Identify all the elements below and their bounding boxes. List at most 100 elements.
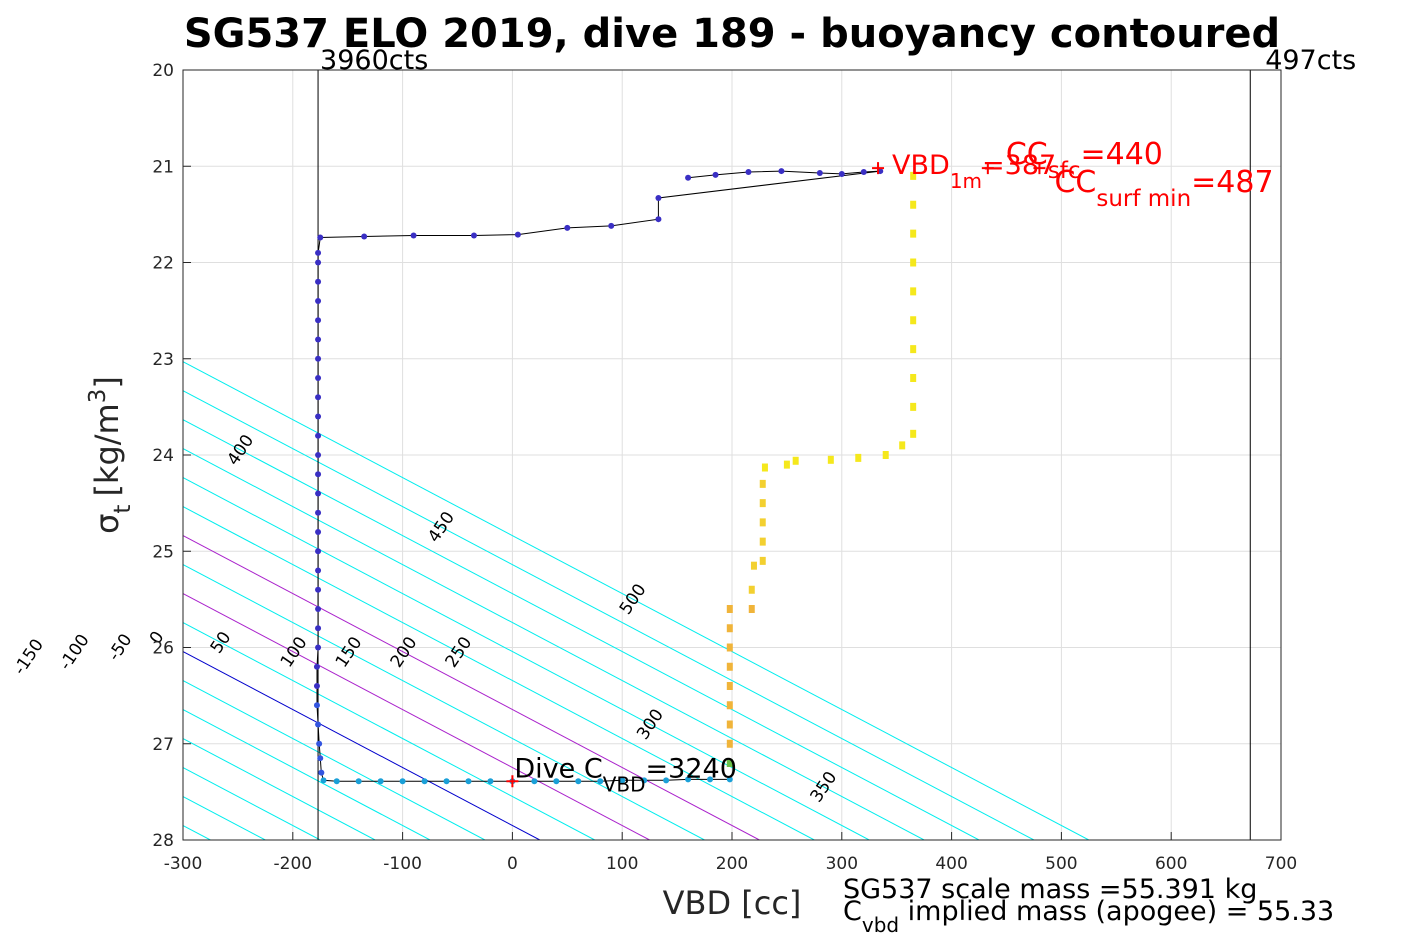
climb-point: [750, 561, 757, 570]
contour-line: [183, 448, 925, 840]
climb-point: [726, 720, 733, 729]
dive-point: [315, 548, 322, 555]
climb-point: [759, 537, 766, 546]
dive-point: [470, 232, 477, 239]
y-axis-unit-close: ]: [88, 376, 126, 388]
dive-point: [778, 168, 785, 175]
dive-point: [315, 336, 322, 343]
climb-point: [726, 739, 733, 748]
dive-point: [315, 471, 322, 478]
y-axis-label: σt [kg/m3]: [85, 376, 136, 534]
dive-point: [315, 375, 322, 381]
y-tick-label: 26: [152, 639, 174, 659]
climb-point: [726, 701, 733, 710]
x-tick-label: 600: [1155, 854, 1187, 874]
climb-point: [792, 456, 799, 465]
dive-point: [316, 740, 323, 747]
dive-point: [707, 776, 714, 783]
marker-cross: [506, 775, 519, 788]
dive-point: [514, 231, 521, 238]
marker-label: CCsfc=440: [1006, 137, 1163, 184]
dive-point: [315, 490, 322, 497]
dive-point: [315, 586, 322, 593]
dive-point: [315, 606, 322, 612]
dive-point: [315, 249, 322, 256]
dive-point: [597, 778, 604, 785]
dive-point: [443, 778, 450, 785]
climb-point: [783, 460, 790, 469]
dive-point: [315, 625, 322, 632]
svg-text:σt[kg/m3]: σt [kg/m3]: [85, 376, 136, 534]
climb-point: [748, 585, 755, 594]
dive-point: [487, 778, 494, 785]
climb-point: [910, 229, 917, 238]
dive-point: [318, 769, 325, 776]
contour-line: [183, 361, 1090, 840]
implied-mass-prefix: C: [843, 896, 862, 927]
dive-point: [860, 169, 867, 176]
climb-point: [759, 479, 766, 488]
dive-point: [315, 317, 322, 324]
dive-point: [361, 233, 368, 240]
dive-point: [663, 777, 670, 784]
dive-point: [410, 232, 417, 239]
x-tick-label: 700: [1265, 854, 1297, 874]
y-axis-unit-superscript: 3: [85, 389, 111, 404]
climb-point: [910, 171, 917, 180]
marker-label-value: =387: [982, 150, 1056, 181]
climb-point: [910, 345, 917, 354]
contour-line: [183, 506, 815, 840]
dive-point: [619, 777, 626, 784]
climb-point: [910, 429, 917, 438]
dive-point: [315, 432, 322, 439]
y-tick-label: 25: [152, 542, 174, 562]
dive-point: [333, 778, 340, 785]
dive-point: [315, 644, 322, 651]
climb-point: [910, 287, 917, 296]
climb-point: [761, 463, 768, 472]
dive-point: [320, 777, 327, 784]
climb-point: [726, 662, 733, 671]
dive-point: [313, 663, 320, 670]
y-tick-label: 28: [152, 831, 174, 851]
y-axis-symbol: σ: [88, 514, 126, 534]
marker-label: VBD1m=387: [892, 150, 1056, 193]
climb-point: [726, 759, 733, 767]
marker-label-value: =3240: [646, 753, 737, 784]
marker-label: Dive CVBD=3240: [514, 753, 736, 796]
dive-point: [317, 755, 324, 762]
x-tick-label: 100: [606, 854, 638, 874]
climb-point: [827, 455, 834, 464]
dive-point: [315, 259, 322, 266]
dive-point: [531, 778, 538, 785]
dive-point: [465, 778, 472, 785]
marker-label-value: =440: [1080, 137, 1162, 172]
dive-point: [575, 778, 582, 785]
dive-point: [377, 778, 384, 785]
dive-point: [399, 778, 406, 785]
dive-point: [641, 777, 648, 784]
y-axis-unit: [kg/m: [88, 403, 126, 496]
climb-point: [910, 374, 917, 382]
x-tick-label: 200: [716, 854, 748, 874]
marker-label-sub: VBD: [603, 772, 646, 796]
contour-line: [183, 535, 760, 840]
x-tick-label: 0: [507, 854, 518, 874]
climb-point: [899, 441, 906, 450]
dive-point: [816, 169, 823, 176]
x-tick-label: 500: [1045, 854, 1077, 874]
marker-label-value: =487: [1191, 165, 1273, 200]
dive-point: [685, 776, 692, 783]
trajectory: [313, 168, 917, 785]
dive-point: [355, 778, 362, 785]
marker-label-main: VBD: [892, 150, 950, 181]
y-axis-subscript: t: [110, 505, 136, 514]
climb-point: [910, 258, 917, 267]
dive-point: [608, 222, 615, 229]
dive-point: [315, 298, 322, 304]
dive-point: [315, 509, 322, 516]
climb-point: [759, 499, 766, 508]
climb-point: [726, 605, 733, 613]
